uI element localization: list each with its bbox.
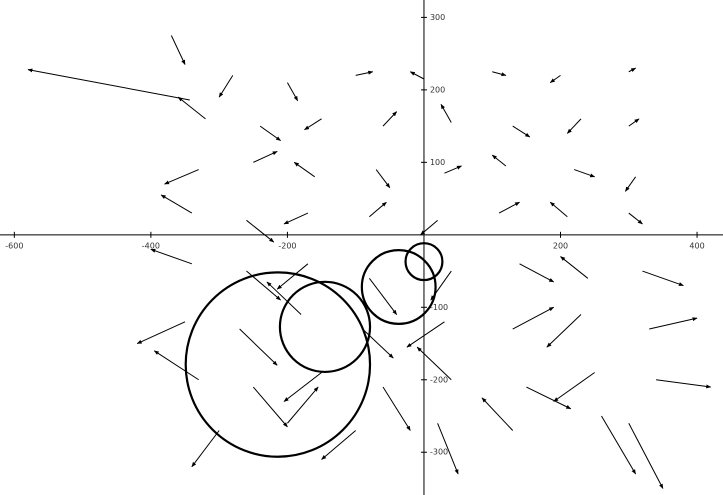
- arrow: [491, 154, 507, 167]
- arrow: [549, 201, 568, 218]
- x-tick-label: -600: [5, 241, 23, 250]
- circle: [360, 249, 437, 325]
- arrow: [624, 176, 637, 192]
- arrow: [628, 212, 643, 225]
- circle: [184, 271, 372, 458]
- arrow: [369, 201, 387, 218]
- arrow: [656, 379, 712, 389]
- arrow: [164, 169, 199, 185]
- arrow: [259, 125, 282, 142]
- arrow: [160, 194, 193, 214]
- arrow: [293, 161, 316, 178]
- arrow: [153, 350, 199, 381]
- arrow: [362, 328, 394, 359]
- arrow: [492, 71, 507, 77]
- arrow: [218, 75, 234, 98]
- arrow: [286, 82, 299, 102]
- arrow: [601, 415, 637, 475]
- arrow: [253, 151, 278, 163]
- arrow: [177, 96, 206, 120]
- arrow: [170, 35, 186, 65]
- y-tick-label: 100: [430, 158, 445, 167]
- arrow: [416, 346, 452, 381]
- arrow: [355, 70, 374, 76]
- arrow: [628, 423, 664, 489]
- arrow: [276, 263, 309, 290]
- arrow: [252, 386, 288, 428]
- x-tick-label: -400: [142, 241, 160, 250]
- arrow: [444, 165, 462, 174]
- arrow: [481, 397, 514, 431]
- arrow: [549, 74, 561, 84]
- arrow: [375, 169, 391, 189]
- arrow: [368, 278, 398, 315]
- arrow: [266, 281, 302, 315]
- arrow: [546, 314, 582, 348]
- y-tick-label: 200: [430, 85, 445, 94]
- y-tick-label: -200: [430, 375, 448, 384]
- arrow: [642, 270, 684, 287]
- arrow: [498, 201, 520, 214]
- arrow: [382, 386, 411, 431]
- arrow: [246, 219, 275, 243]
- arrow: [382, 111, 398, 127]
- circle: [278, 280, 372, 374]
- arrow: [27, 68, 190, 101]
- arrow: [191, 430, 220, 468]
- arrow: [304, 118, 322, 131]
- arrows: [27, 35, 712, 489]
- arrow: [239, 328, 278, 366]
- arrow: [136, 321, 186, 344]
- x-tick-label: 400: [689, 241, 704, 250]
- arrow: [526, 386, 572, 410]
- arrow: [440, 103, 452, 123]
- arrow: [512, 125, 531, 138]
- arrow: [628, 118, 640, 127]
- y-tick-label: -100: [430, 303, 448, 312]
- arrow: [574, 169, 596, 178]
- arrow: [566, 118, 582, 134]
- y-tick-label: 300: [430, 13, 445, 22]
- arrow: [420, 219, 438, 236]
- arrow: [512, 306, 555, 330]
- x-tick-label: -200: [278, 241, 296, 250]
- arrow: [628, 67, 637, 73]
- arrow: [560, 256, 589, 279]
- arrow: [553, 372, 595, 402]
- x-tick-label: 200: [553, 241, 568, 250]
- arrow: [409, 71, 425, 80]
- arrow: [321, 430, 357, 460]
- arrow: [649, 317, 698, 330]
- arrow: [406, 321, 445, 348]
- y-tick-label: -300: [430, 448, 448, 457]
- arrow: [437, 423, 459, 475]
- arrow: [150, 248, 193, 265]
- arrow: [287, 386, 319, 424]
- arrow: [283, 212, 309, 225]
- arrow: [519, 263, 555, 283]
- arrow: [283, 372, 322, 402]
